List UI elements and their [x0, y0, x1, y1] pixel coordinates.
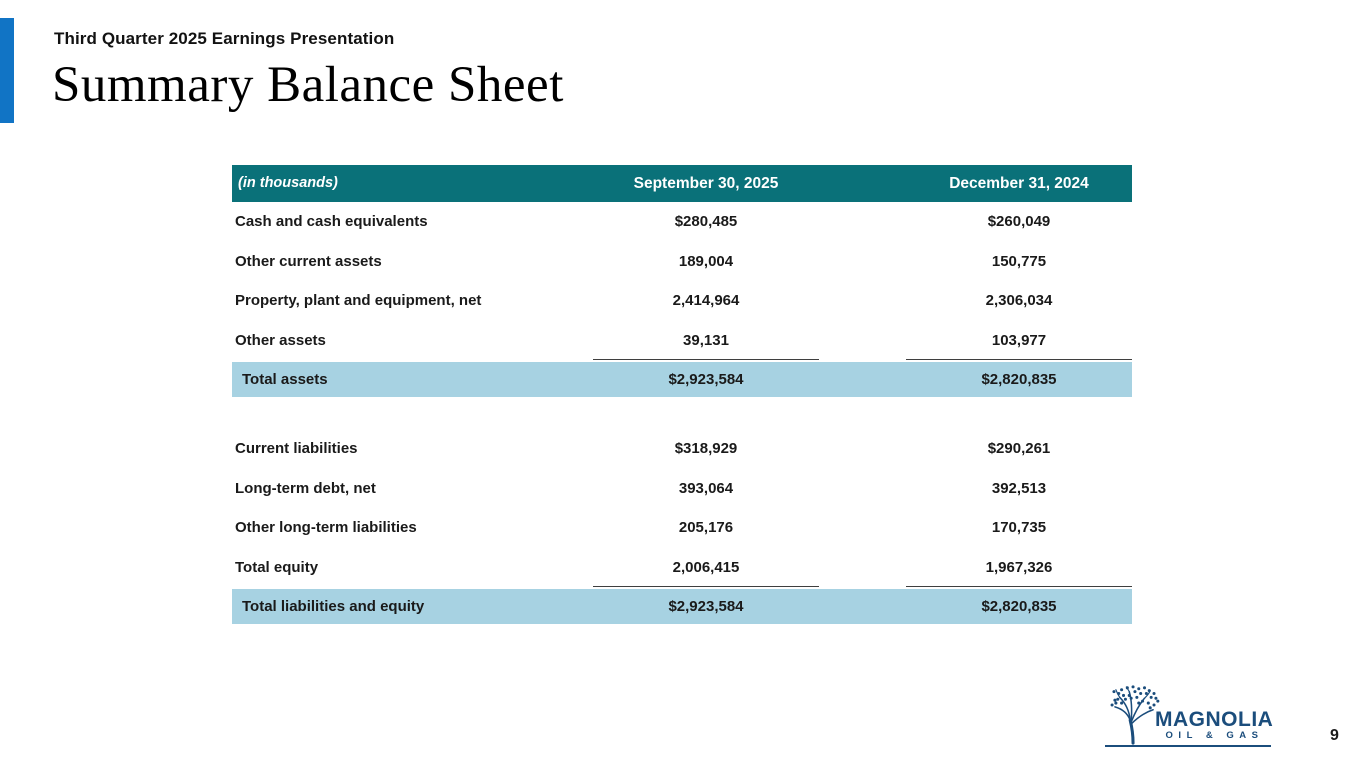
table-header-row: (in thousands) September 30, 2025 Decemb… — [232, 165, 1132, 202]
logo-brand-name: MAGNOLIA — [1155, 708, 1274, 731]
column-gap — [819, 508, 906, 548]
column-gap — [819, 362, 906, 397]
row-label: Other assets — [235, 331, 326, 349]
row-label: Current liabilities — [235, 440, 358, 457]
row-value-sep-2025: 39,131 — [593, 321, 819, 360]
row-value-sep-2025: 205,176 — [678, 519, 734, 536]
table-row-cash: Cash and cash equivalents $280,485 $260,… — [232, 202, 1132, 242]
row-label: Other long-term liabilities — [235, 519, 417, 536]
magnolia-tree-icon — [1110, 685, 1160, 745]
row-label: Property, plant and equipment, net — [235, 292, 482, 309]
column-header-dec-2024: December 31, 2024 — [949, 175, 1089, 192]
row-value-dec-2024: $260,049 — [987, 213, 1051, 230]
table-row-long-term-debt: Long-term debt, net 393,064 392,513 — [232, 469, 1132, 509]
logo-brand-subtitle: OIL & GAS — [1165, 730, 1264, 741]
units-note: (in thousands) — [238, 175, 338, 191]
column-gap — [819, 281, 906, 321]
row-value-sep-2025: $2,923,584 — [668, 371, 744, 388]
row-value-dec-2024: 103,977 — [906, 321, 1132, 360]
logo-baseline-rule — [1105, 745, 1271, 747]
magnolia-logo: MAGNOLIA OIL & GAS — [1105, 684, 1274, 747]
row-label: Other current assets — [235, 252, 382, 270]
page-title: Summary Balance Sheet — [52, 57, 564, 113]
column-gap — [819, 242, 906, 282]
presentation-subtitle: Third Quarter 2025 Earnings Presentation — [54, 29, 395, 48]
column-gap — [819, 165, 906, 202]
logo-text: MAGNOLIA OIL & GAS — [1155, 708, 1274, 741]
row-value-sep-2025: 189,004 — [678, 252, 734, 270]
section-spacer — [232, 397, 1132, 429]
row-value-sep-2025: 393,064 — [678, 479, 734, 497]
table-row-current-liabilities: Current liabilities $318,929 $290,261 — [232, 429, 1132, 469]
row-value-dec-2024: 392,513 — [991, 479, 1047, 497]
row-value-dec-2024: 170,735 — [991, 519, 1047, 536]
row-value-sep-2025: $2,923,584 — [668, 598, 744, 615]
table-row-ppe: Property, plant and equipment, net 2,414… — [232, 281, 1132, 321]
column-gap — [819, 429, 906, 469]
column-gap — [819, 202, 906, 242]
table-row-total-equity: Total equity 2,006,415 1,967,326 — [232, 548, 1132, 588]
row-value-dec-2024: $2,820,835 — [981, 598, 1057, 615]
table-row-other-assets: Other assets 39,131 103,977 — [232, 321, 1132, 361]
accent-bar — [0, 18, 14, 123]
row-value-sep-2025: 2,414,964 — [672, 292, 740, 309]
table-row-other-current-assets: Other current assets 189,004 150,775 — [232, 242, 1132, 282]
row-label: Long-term debt, net — [235, 479, 376, 497]
row-value-dec-2024: 150,775 — [991, 252, 1047, 270]
row-label: Total liabilities and equity — [242, 598, 425, 615]
row-label: Total assets — [242, 371, 328, 388]
row-label: Cash and cash equivalents — [235, 213, 428, 230]
column-header-sep-2025: September 30, 2025 — [633, 175, 779, 192]
row-value-dec-2024: 2,306,034 — [985, 292, 1053, 309]
table-row-other-long-term-liabilities: Other long-term liabilities 205,176 170,… — [232, 508, 1132, 548]
column-gap — [819, 321, 906, 361]
column-gap — [819, 469, 906, 509]
row-value-sep-2025: $318,929 — [674, 440, 738, 457]
row-value-dec-2024: $2,820,835 — [981, 371, 1057, 388]
row-value-sep-2025: $280,485 — [674, 213, 738, 230]
row-value-dec-2024: $290,261 — [987, 440, 1051, 457]
table-row-total-liabilities-and-equity: Total liabilities and equity $2,923,584 … — [232, 589, 1132, 624]
column-gap — [819, 589, 906, 624]
row-label: Total equity — [235, 558, 319, 576]
page-number: 9 — [1330, 727, 1339, 744]
table-row-total-assets: Total assets $2,923,584 $2,820,835 — [232, 362, 1132, 397]
row-value-dec-2024: 1,967,326 — [906, 548, 1132, 587]
column-gap — [819, 548, 906, 588]
balance-sheet-table: (in thousands) September 30, 2025 Decemb… — [232, 165, 1132, 624]
row-value-sep-2025: 2,006,415 — [593, 548, 819, 587]
